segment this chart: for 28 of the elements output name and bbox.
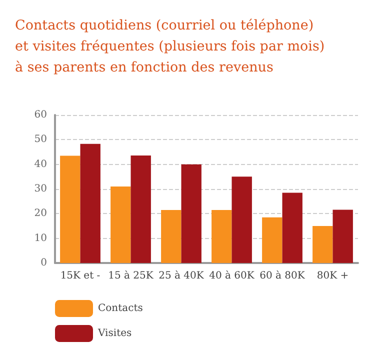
legend-label: Contacts (98, 303, 143, 314)
x-tick-label: 80K + (316, 270, 349, 282)
bar (130, 155, 151, 263)
x-tick-label: 15K et - (60, 270, 100, 282)
y-tick-label: 40 (34, 158, 47, 170)
x-tick-label: 25 à 40K (158, 270, 204, 282)
y-tick-label: 20 (34, 208, 47, 220)
bar (312, 226, 333, 263)
y-tick-label: 0 (40, 258, 47, 268)
bar (332, 210, 353, 263)
bar (60, 156, 80, 263)
bar (80, 144, 100, 263)
bar (282, 192, 302, 263)
chart-title: Contacts quotidiens (courriel ou téléphone) et visites fréquentes (plusieurs fois par mois) à ses parents en fonction des revenus (15, 18, 325, 76)
bar (110, 186, 131, 263)
bar (212, 210, 232, 263)
x-tick-label: 60 à 80K (260, 270, 306, 282)
y-tick-label: 10 (34, 232, 47, 244)
legend-label: Visites (97, 328, 132, 339)
x-tick-label: 40 à 60K (209, 270, 255, 282)
bar (181, 164, 202, 263)
y-tick-label: 30 (34, 184, 47, 194)
x-tick-label: 15 à 25K (108, 270, 154, 282)
bar (262, 217, 282, 263)
y-tick-label: 60 (34, 110, 47, 120)
bar (161, 210, 182, 263)
bar (232, 176, 252, 263)
y-tick-label: 50 (34, 134, 47, 146)
